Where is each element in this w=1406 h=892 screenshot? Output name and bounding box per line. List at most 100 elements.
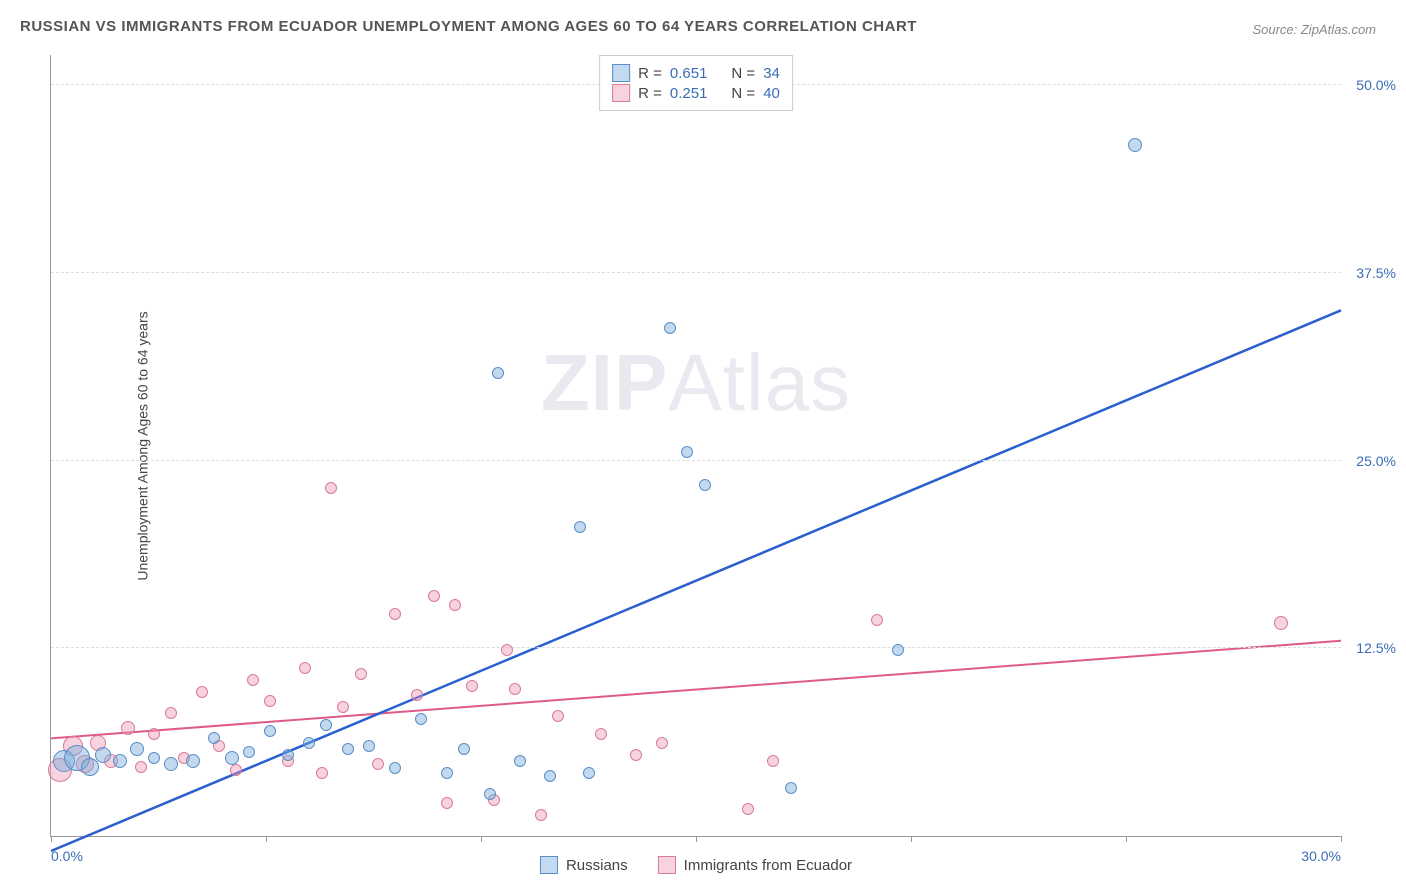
data-point-russians	[583, 767, 595, 779]
legend-row-russians: R = 0.651 N = 34	[612, 64, 780, 82]
series-legend: Russians Immigrants from Ecuador	[540, 856, 852, 874]
r-label: R =	[638, 65, 662, 82]
data-point-russians	[492, 367, 504, 379]
data-point-russians	[1128, 138, 1142, 152]
data-point-russians	[892, 644, 904, 656]
x-tick	[696, 836, 697, 842]
scatter-plot-area: R = 0.651 N = 34 R = 0.251 N = 40 ZIPAtl…	[50, 55, 1341, 837]
data-point-ecuador	[325, 482, 337, 494]
data-point-ecuador	[767, 755, 779, 767]
data-point-russians	[458, 743, 470, 755]
r-value-ecuador: 0.251	[670, 85, 708, 102]
data-point-russians	[342, 743, 354, 755]
y-tick-label: 12.5%	[1356, 640, 1396, 656]
legend-row-ecuador: R = 0.251 N = 40	[612, 84, 780, 102]
data-point-ecuador	[466, 680, 478, 692]
data-point-russians	[441, 767, 453, 779]
data-point-ecuador	[449, 599, 461, 611]
trend-line	[51, 641, 1341, 739]
trend-line	[51, 310, 1341, 851]
data-point-ecuador	[247, 674, 259, 686]
data-point-russians	[282, 749, 294, 761]
data-point-ecuador	[372, 758, 384, 770]
data-point-ecuador	[509, 683, 521, 695]
data-point-ecuador	[389, 608, 401, 620]
x-tick-label: 0.0%	[51, 848, 83, 864]
data-point-ecuador	[121, 721, 135, 735]
x-tick-label: 30.0%	[1301, 848, 1341, 864]
data-point-russians	[243, 746, 255, 758]
data-point-russians	[363, 740, 375, 752]
data-point-russians	[95, 747, 111, 763]
swatch-blue-icon	[612, 64, 630, 82]
r-value-russians: 0.651	[670, 65, 708, 82]
n-label: N =	[731, 85, 755, 102]
data-point-russians	[415, 713, 427, 725]
data-point-russians	[320, 719, 332, 731]
y-tick-label: 25.0%	[1356, 453, 1396, 469]
data-point-russians	[699, 479, 711, 491]
data-point-ecuador	[1274, 616, 1288, 630]
y-tick-label: 37.5%	[1356, 265, 1396, 281]
data-point-russians	[186, 754, 200, 768]
data-point-russians	[208, 732, 220, 744]
data-point-russians	[264, 725, 276, 737]
legend-item-russians: Russians	[540, 856, 628, 874]
data-point-ecuador	[355, 668, 367, 680]
n-value-russians: 34	[763, 65, 780, 82]
r-label: R =	[638, 85, 662, 102]
data-point-russians	[225, 751, 239, 765]
x-tick	[911, 836, 912, 842]
data-point-ecuador	[441, 797, 453, 809]
y-tick-label: 50.0%	[1356, 77, 1396, 93]
data-point-ecuador	[196, 686, 208, 698]
data-point-ecuador	[656, 737, 668, 749]
legend-item-ecuador: Immigrants from Ecuador	[658, 856, 852, 874]
x-tick	[1126, 836, 1127, 842]
correlation-legend: R = 0.651 N = 34 R = 0.251 N = 40	[599, 55, 793, 111]
data-point-russians	[164, 757, 178, 771]
legend-label-ecuador: Immigrants from Ecuador	[684, 857, 852, 874]
trend-lines-svg	[51, 55, 1341, 836]
x-tick	[481, 836, 482, 842]
data-point-ecuador	[165, 707, 177, 719]
data-point-russians	[514, 755, 526, 767]
data-point-ecuador	[630, 749, 642, 761]
gridline-h	[51, 460, 1341, 461]
data-point-russians	[303, 737, 315, 749]
data-point-ecuador	[595, 728, 607, 740]
n-label: N =	[731, 65, 755, 82]
data-point-ecuador	[264, 695, 276, 707]
data-point-ecuador	[316, 767, 328, 779]
gridline-h	[51, 272, 1341, 273]
legend-label-russians: Russians	[566, 857, 628, 874]
data-point-ecuador	[535, 809, 547, 821]
data-point-ecuador	[428, 590, 440, 602]
data-point-ecuador	[552, 710, 564, 722]
source-attribution: Source: ZipAtlas.com	[1252, 22, 1376, 37]
data-point-ecuador	[337, 701, 349, 713]
data-point-russians	[574, 521, 586, 533]
chart-title: RUSSIAN VS IMMIGRANTS FROM ECUADOR UNEMP…	[20, 18, 917, 35]
n-value-ecuador: 40	[763, 85, 780, 102]
data-point-russians	[113, 754, 127, 768]
data-point-ecuador	[871, 614, 883, 626]
data-point-ecuador	[148, 728, 160, 740]
data-point-ecuador	[742, 803, 754, 815]
data-point-ecuador	[299, 662, 311, 674]
data-point-russians	[148, 752, 160, 764]
data-point-russians	[484, 788, 496, 800]
x-tick	[266, 836, 267, 842]
x-tick	[51, 836, 52, 842]
gridline-h	[51, 647, 1341, 648]
data-point-russians	[681, 446, 693, 458]
data-point-russians	[544, 770, 556, 782]
swatch-pink-icon	[612, 84, 630, 102]
data-point-russians	[389, 762, 401, 774]
data-point-russians	[130, 742, 144, 756]
data-point-ecuador	[230, 764, 242, 776]
swatch-pink-icon	[658, 856, 676, 874]
data-point-russians	[664, 322, 676, 334]
data-point-russians	[785, 782, 797, 794]
x-tick	[1341, 836, 1342, 842]
